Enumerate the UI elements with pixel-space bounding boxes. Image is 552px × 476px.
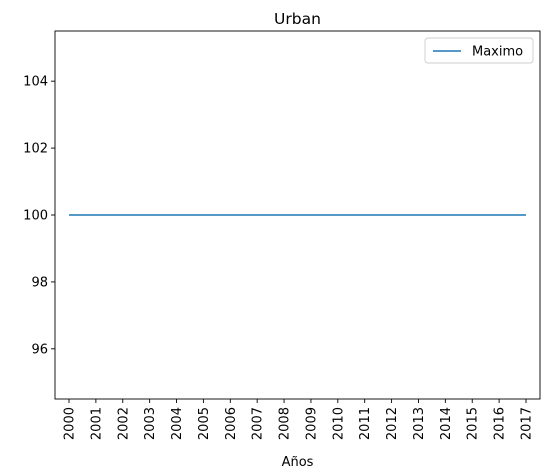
x-tick-label: 2016 bbox=[493, 407, 508, 440]
x-tick-label: 2017 bbox=[520, 407, 535, 440]
x-tick-label: 2001 bbox=[89, 407, 104, 440]
x-tick-label: 2013 bbox=[412, 407, 427, 440]
x-tick-label: 2000 bbox=[63, 407, 78, 440]
x-tick-label: 2014 bbox=[439, 407, 454, 440]
legend-frame bbox=[424, 37, 534, 64]
x-axis: 2000 2001 2002 2003 2004 2005 2006 2007 2008 2009… bbox=[63, 399, 535, 440]
x-tick-label: 2011 bbox=[358, 407, 373, 440]
y-tick-label: 96 bbox=[31, 342, 48, 357]
y-tick-label: 100 bbox=[23, 209, 48, 224]
x-tick-label: 2007 bbox=[251, 407, 266, 440]
x-tick-label: 2012 bbox=[385, 407, 400, 440]
x-tick-label: 2004 bbox=[170, 407, 185, 440]
x-tick-label: 2010 bbox=[331, 407, 346, 440]
y-axis: 96 98 100 102 104 bbox=[23, 75, 55, 357]
y-tick-label: 102 bbox=[23, 142, 48, 157]
x-tick-label: 2005 bbox=[197, 407, 212, 440]
x-tick-label: 2006 bbox=[224, 407, 239, 440]
x-axis-label: Años bbox=[282, 455, 314, 470]
x-tick-label: 2008 bbox=[278, 407, 293, 440]
y-tick-label: 98 bbox=[31, 275, 48, 290]
x-tick-label: 2002 bbox=[116, 407, 131, 440]
y-tick-label: 104 bbox=[23, 75, 48, 90]
legend: Maximo bbox=[424, 37, 534, 64]
x-tick-label: 2015 bbox=[466, 407, 481, 440]
x-tick-label: 2009 bbox=[304, 407, 319, 440]
x-tick-label: 2003 bbox=[143, 407, 158, 440]
chart-title: Urban bbox=[274, 10, 321, 28]
legend-label: Maximo bbox=[472, 45, 523, 60]
